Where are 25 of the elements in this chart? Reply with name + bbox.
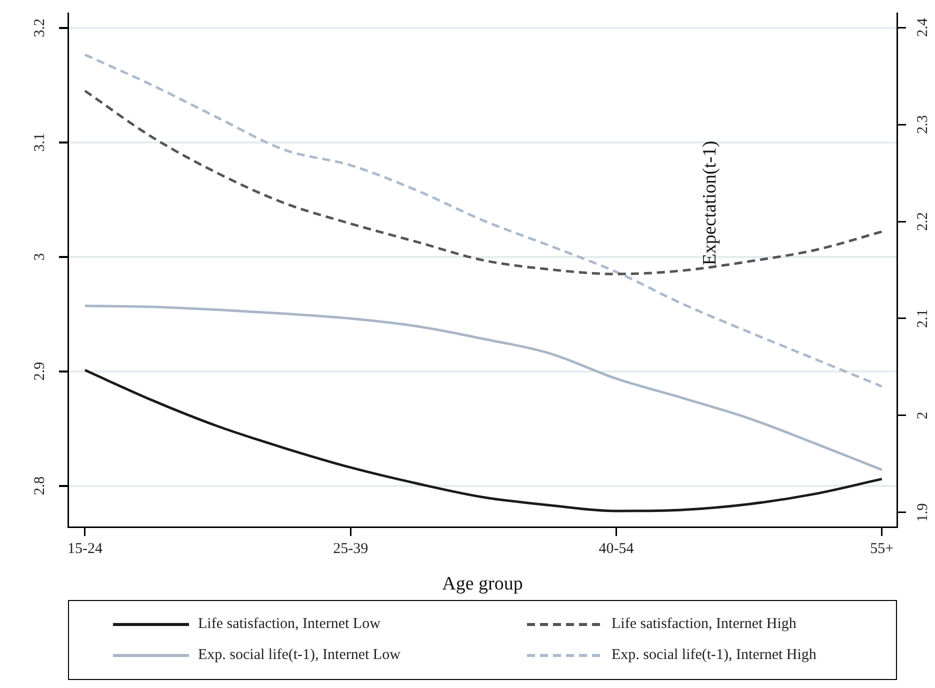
y2-tick-label: 2.2 — [914, 212, 931, 231]
y2-tick-label: 2.3 — [914, 115, 931, 134]
y-tick-label: 3.1 — [32, 132, 48, 152]
legend-label: Exp. social life(t-1), Internet High — [612, 647, 816, 664]
line-series — [84, 304, 884, 472]
y2-tick-label: 2.4 — [914, 18, 931, 37]
x-tick-label: 15-24 — [67, 540, 103, 557]
x-tick-label: 25-39 — [333, 540, 368, 557]
x-axis-title: Age group — [442, 574, 523, 595]
y-tick-label: 2.9 — [32, 362, 48, 381]
y-tick-label: 3.2 — [32, 18, 48, 38]
y2-tick-label: 2.1 — [914, 309, 931, 328]
x-tick-label: 40-54 — [598, 540, 634, 557]
y2-tick-label: 1.9 — [914, 503, 931, 522]
line-series — [84, 90, 884, 276]
y-tick-label: 3 — [32, 253, 48, 261]
legend-label: Life satisfaction, Internet Low — [198, 616, 380, 633]
y2-axis-title: Expectation(t-1) — [699, 140, 720, 266]
legend-label: Exp. social life(t-1), Internet Low — [198, 647, 400, 664]
line-series — [84, 368, 884, 512]
legend-label: Life satisfaction, Internet High — [612, 616, 796, 633]
x-tick-label: 55+ — [870, 540, 894, 557]
y-tick-label: 2.8 — [32, 476, 48, 496]
line-series — [84, 53, 884, 388]
y2-tick-label: 2 — [914, 412, 931, 420]
